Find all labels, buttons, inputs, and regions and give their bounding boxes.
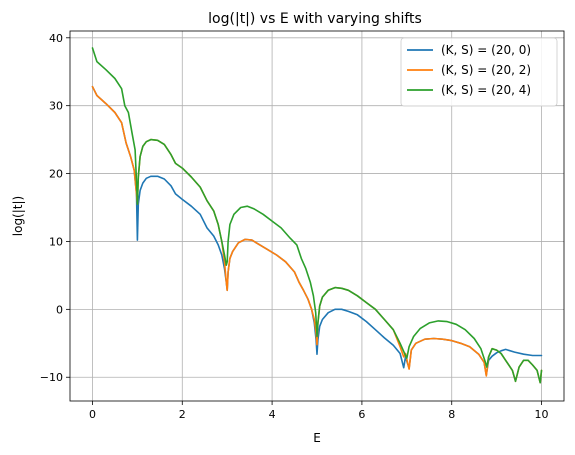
x-tick-label: 4 [269, 408, 276, 421]
y-tick-label: 0 [56, 303, 63, 316]
legend: (K, S) = (20, 0) (K, S) = (20, 2) (K, S) =… [400, 37, 558, 107]
plot-frame [69, 30, 565, 402]
y-tick-label: 10 [49, 235, 63, 248]
x-axis-label: E [313, 431, 321, 445]
legend-box [400, 37, 558, 107]
y-axis-ticks: −10 0 10 20 30 40 [40, 32, 70, 384]
series-line-3 [91, 47, 543, 384]
x-tick-label: 10 [535, 408, 549, 421]
x-axis-ticks: 0 2 4 6 8 10 [89, 401, 549, 421]
x-tick-label: 6 [358, 408, 365, 421]
y-tick-label: −10 [40, 371, 63, 384]
x-tick-label: 2 [179, 408, 186, 421]
series-group [91, 47, 543, 384]
legend-label-2: (K, S) = (20, 2) [441, 63, 531, 77]
y-axis-label: log(|t|) [11, 196, 25, 236]
legend-label-1: (K, S) = (20, 0) [441, 43, 531, 57]
chart-title: log(|t|) vs E with varying shifts [208, 11, 422, 27]
y-tick-label: 20 [49, 168, 63, 181]
x-tick-label: 0 [89, 408, 96, 421]
legend-label-3: (K, S) = (20, 4) [441, 83, 531, 97]
x-tick-label: 8 [448, 408, 455, 421]
y-tick-label: 30 [49, 100, 63, 113]
y-tick-label: 40 [49, 32, 63, 45]
